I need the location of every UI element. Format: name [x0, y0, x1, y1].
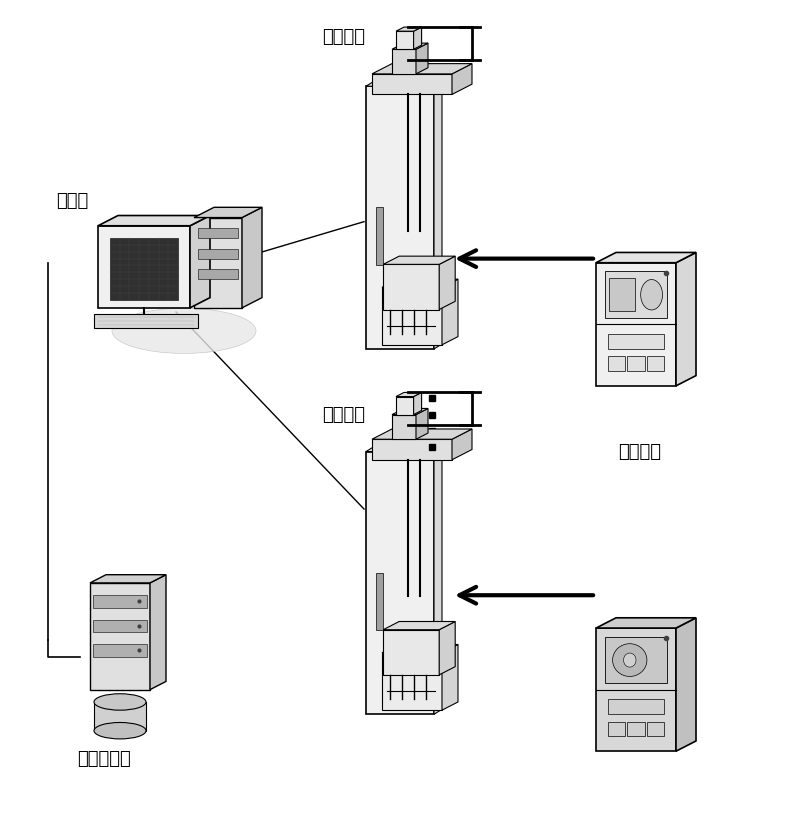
Polygon shape — [676, 617, 696, 751]
Polygon shape — [414, 27, 422, 49]
Polygon shape — [98, 226, 190, 308]
Bar — [608, 356, 625, 371]
Polygon shape — [396, 31, 414, 49]
Bar — [605, 271, 667, 318]
Polygon shape — [194, 208, 262, 218]
Polygon shape — [366, 452, 434, 714]
Bar — [608, 699, 664, 714]
Polygon shape — [98, 215, 210, 226]
Bar — [94, 702, 146, 731]
Polygon shape — [382, 287, 442, 345]
Polygon shape — [676, 252, 696, 386]
Polygon shape — [396, 392, 422, 397]
Text: 工控机: 工控机 — [56, 192, 88, 210]
Polygon shape — [90, 583, 150, 690]
Polygon shape — [382, 279, 458, 287]
Bar — [608, 722, 625, 736]
Bar — [198, 269, 238, 279]
Polygon shape — [434, 447, 442, 714]
Bar — [608, 334, 664, 349]
Text: 检测工装: 检测工装 — [322, 406, 366, 424]
Polygon shape — [372, 439, 452, 460]
Ellipse shape — [94, 722, 146, 739]
Polygon shape — [434, 81, 442, 349]
Ellipse shape — [641, 279, 662, 310]
Polygon shape — [190, 215, 210, 308]
Polygon shape — [439, 621, 455, 675]
Polygon shape — [416, 409, 428, 439]
Polygon shape — [439, 256, 455, 310]
Bar — [609, 278, 635, 311]
Polygon shape — [392, 43, 428, 49]
Bar — [198, 228, 238, 238]
Polygon shape — [396, 397, 414, 415]
Polygon shape — [416, 43, 428, 74]
Polygon shape — [383, 256, 455, 264]
Bar — [124, 316, 164, 320]
Polygon shape — [442, 279, 458, 345]
Polygon shape — [242, 208, 262, 308]
Bar — [627, 722, 645, 736]
Polygon shape — [452, 429, 472, 460]
Polygon shape — [442, 644, 458, 710]
Polygon shape — [366, 447, 442, 452]
Bar — [93, 620, 146, 632]
Bar — [198, 249, 238, 259]
Bar — [376, 208, 383, 265]
Polygon shape — [372, 429, 472, 439]
Text: 检测工装: 检测工装 — [322, 28, 366, 46]
Polygon shape — [596, 617, 696, 628]
Bar — [627, 356, 645, 371]
Polygon shape — [414, 392, 422, 415]
Ellipse shape — [613, 644, 647, 677]
Polygon shape — [150, 575, 166, 690]
Polygon shape — [596, 252, 696, 263]
Bar — [93, 595, 146, 608]
Polygon shape — [194, 218, 242, 308]
Bar — [110, 238, 178, 300]
Polygon shape — [392, 415, 416, 439]
Text: 后台数据库: 后台数据库 — [77, 750, 131, 768]
Polygon shape — [366, 81, 442, 86]
Bar — [605, 637, 667, 683]
Bar — [93, 644, 146, 657]
Polygon shape — [382, 644, 458, 653]
Bar — [647, 356, 664, 371]
Polygon shape — [366, 86, 434, 349]
Polygon shape — [383, 621, 455, 630]
Ellipse shape — [112, 308, 256, 353]
Polygon shape — [596, 263, 676, 386]
Polygon shape — [90, 575, 166, 583]
Polygon shape — [392, 409, 428, 415]
Ellipse shape — [623, 653, 636, 667]
Bar — [647, 722, 664, 736]
Polygon shape — [596, 628, 676, 751]
Polygon shape — [372, 74, 452, 94]
Bar — [376, 573, 383, 631]
Ellipse shape — [94, 694, 146, 710]
Text: 被测终端: 被测终端 — [618, 443, 662, 461]
Polygon shape — [392, 49, 416, 74]
Polygon shape — [396, 27, 422, 31]
Polygon shape — [372, 64, 472, 74]
Polygon shape — [383, 630, 439, 675]
Polygon shape — [382, 653, 442, 710]
Bar — [94, 314, 198, 328]
Polygon shape — [452, 64, 472, 94]
Text: 被测终端: 被测终端 — [618, 718, 662, 736]
Polygon shape — [383, 264, 439, 310]
